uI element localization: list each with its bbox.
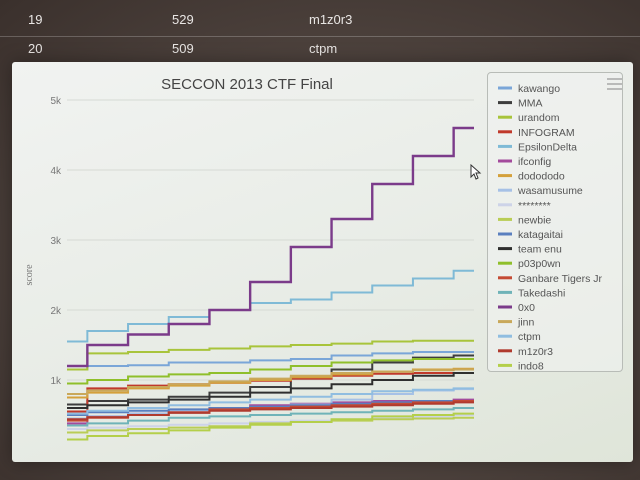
legend-item: kawango — [518, 83, 560, 95]
legend-item: Takedashi — [518, 287, 565, 299]
series-line — [67, 351, 474, 371]
legend-item: INFOGRAM — [518, 127, 575, 139]
y-tick-label: 4k — [50, 166, 62, 177]
legend-item: EpsilonDelta — [518, 141, 577, 153]
legend-item: indo8 — [518, 360, 544, 372]
series-line — [67, 339, 474, 371]
legend-item: p03p0wn — [518, 258, 561, 270]
team-cell: m1z0r3 — [309, 12, 353, 27]
series-line — [67, 416, 474, 434]
scoreboard-row: 20 509 ctpm — [0, 37, 640, 61]
score-cell: 529 — [172, 12, 194, 27]
rank-cell: 20 — [28, 41, 43, 56]
chart-title: SECCON 2013 CTF Final — [161, 76, 333, 93]
series-line — [67, 269, 474, 343]
series-line — [67, 372, 474, 409]
team-cell: ctpm — [309, 41, 338, 56]
series-line — [67, 368, 474, 395]
series-line — [67, 126, 474, 368]
y-tick-label: 3k — [50, 236, 62, 247]
mouse-cursor-icon — [470, 164, 482, 180]
legend-item: ifconfig — [518, 156, 551, 168]
row-divider — [0, 36, 640, 37]
legend-item: urandom — [518, 112, 560, 124]
legend-item: Ganbare Tigers Jr — [518, 273, 603, 285]
legend-item: katagaitai — [518, 229, 563, 241]
legend-item: newbie — [518, 214, 551, 226]
legend-item: jinn — [517, 317, 535, 329]
scoreboard-table: 19 529 m1z0r3 20 509 ctpm — [0, 0, 640, 64]
legend-item: wasamusume — [517, 185, 583, 197]
series-line — [67, 407, 474, 427]
series-line — [67, 387, 474, 415]
y-tick-label: 2k — [50, 306, 62, 317]
score-line-chart: 1k 2k 3k 4k 5k score kawango MMA urandom INFOGRAM… — [24, 83, 603, 441]
chart-panel: SECCON 2013 CTF Final 1k 2k 3k 4k 5k score kaw… — [12, 62, 633, 462]
series-line — [67, 401, 474, 421]
y-tick-label: 5k — [50, 96, 62, 107]
legend-item: ******** — [518, 200, 551, 212]
y-tick-label: 1k — [50, 376, 62, 387]
rank-cell: 19 — [28, 12, 43, 27]
series-line — [67, 354, 474, 406]
series-line — [67, 412, 474, 441]
legend-item: MMA — [518, 98, 543, 110]
legend-item: team enu — [518, 244, 562, 256]
legend-item: ctpm — [518, 331, 541, 343]
score-cell: 509 — [172, 41, 194, 56]
legend-item: dodododo — [518, 171, 565, 183]
series-line — [67, 358, 474, 385]
y-axis-label: score — [24, 264, 35, 286]
scoreboard-row: 19 529 m1z0r3 — [0, 8, 640, 32]
legend-item: m1z0r3 — [518, 346, 553, 358]
legend-item: 0x0 — [518, 302, 535, 314]
